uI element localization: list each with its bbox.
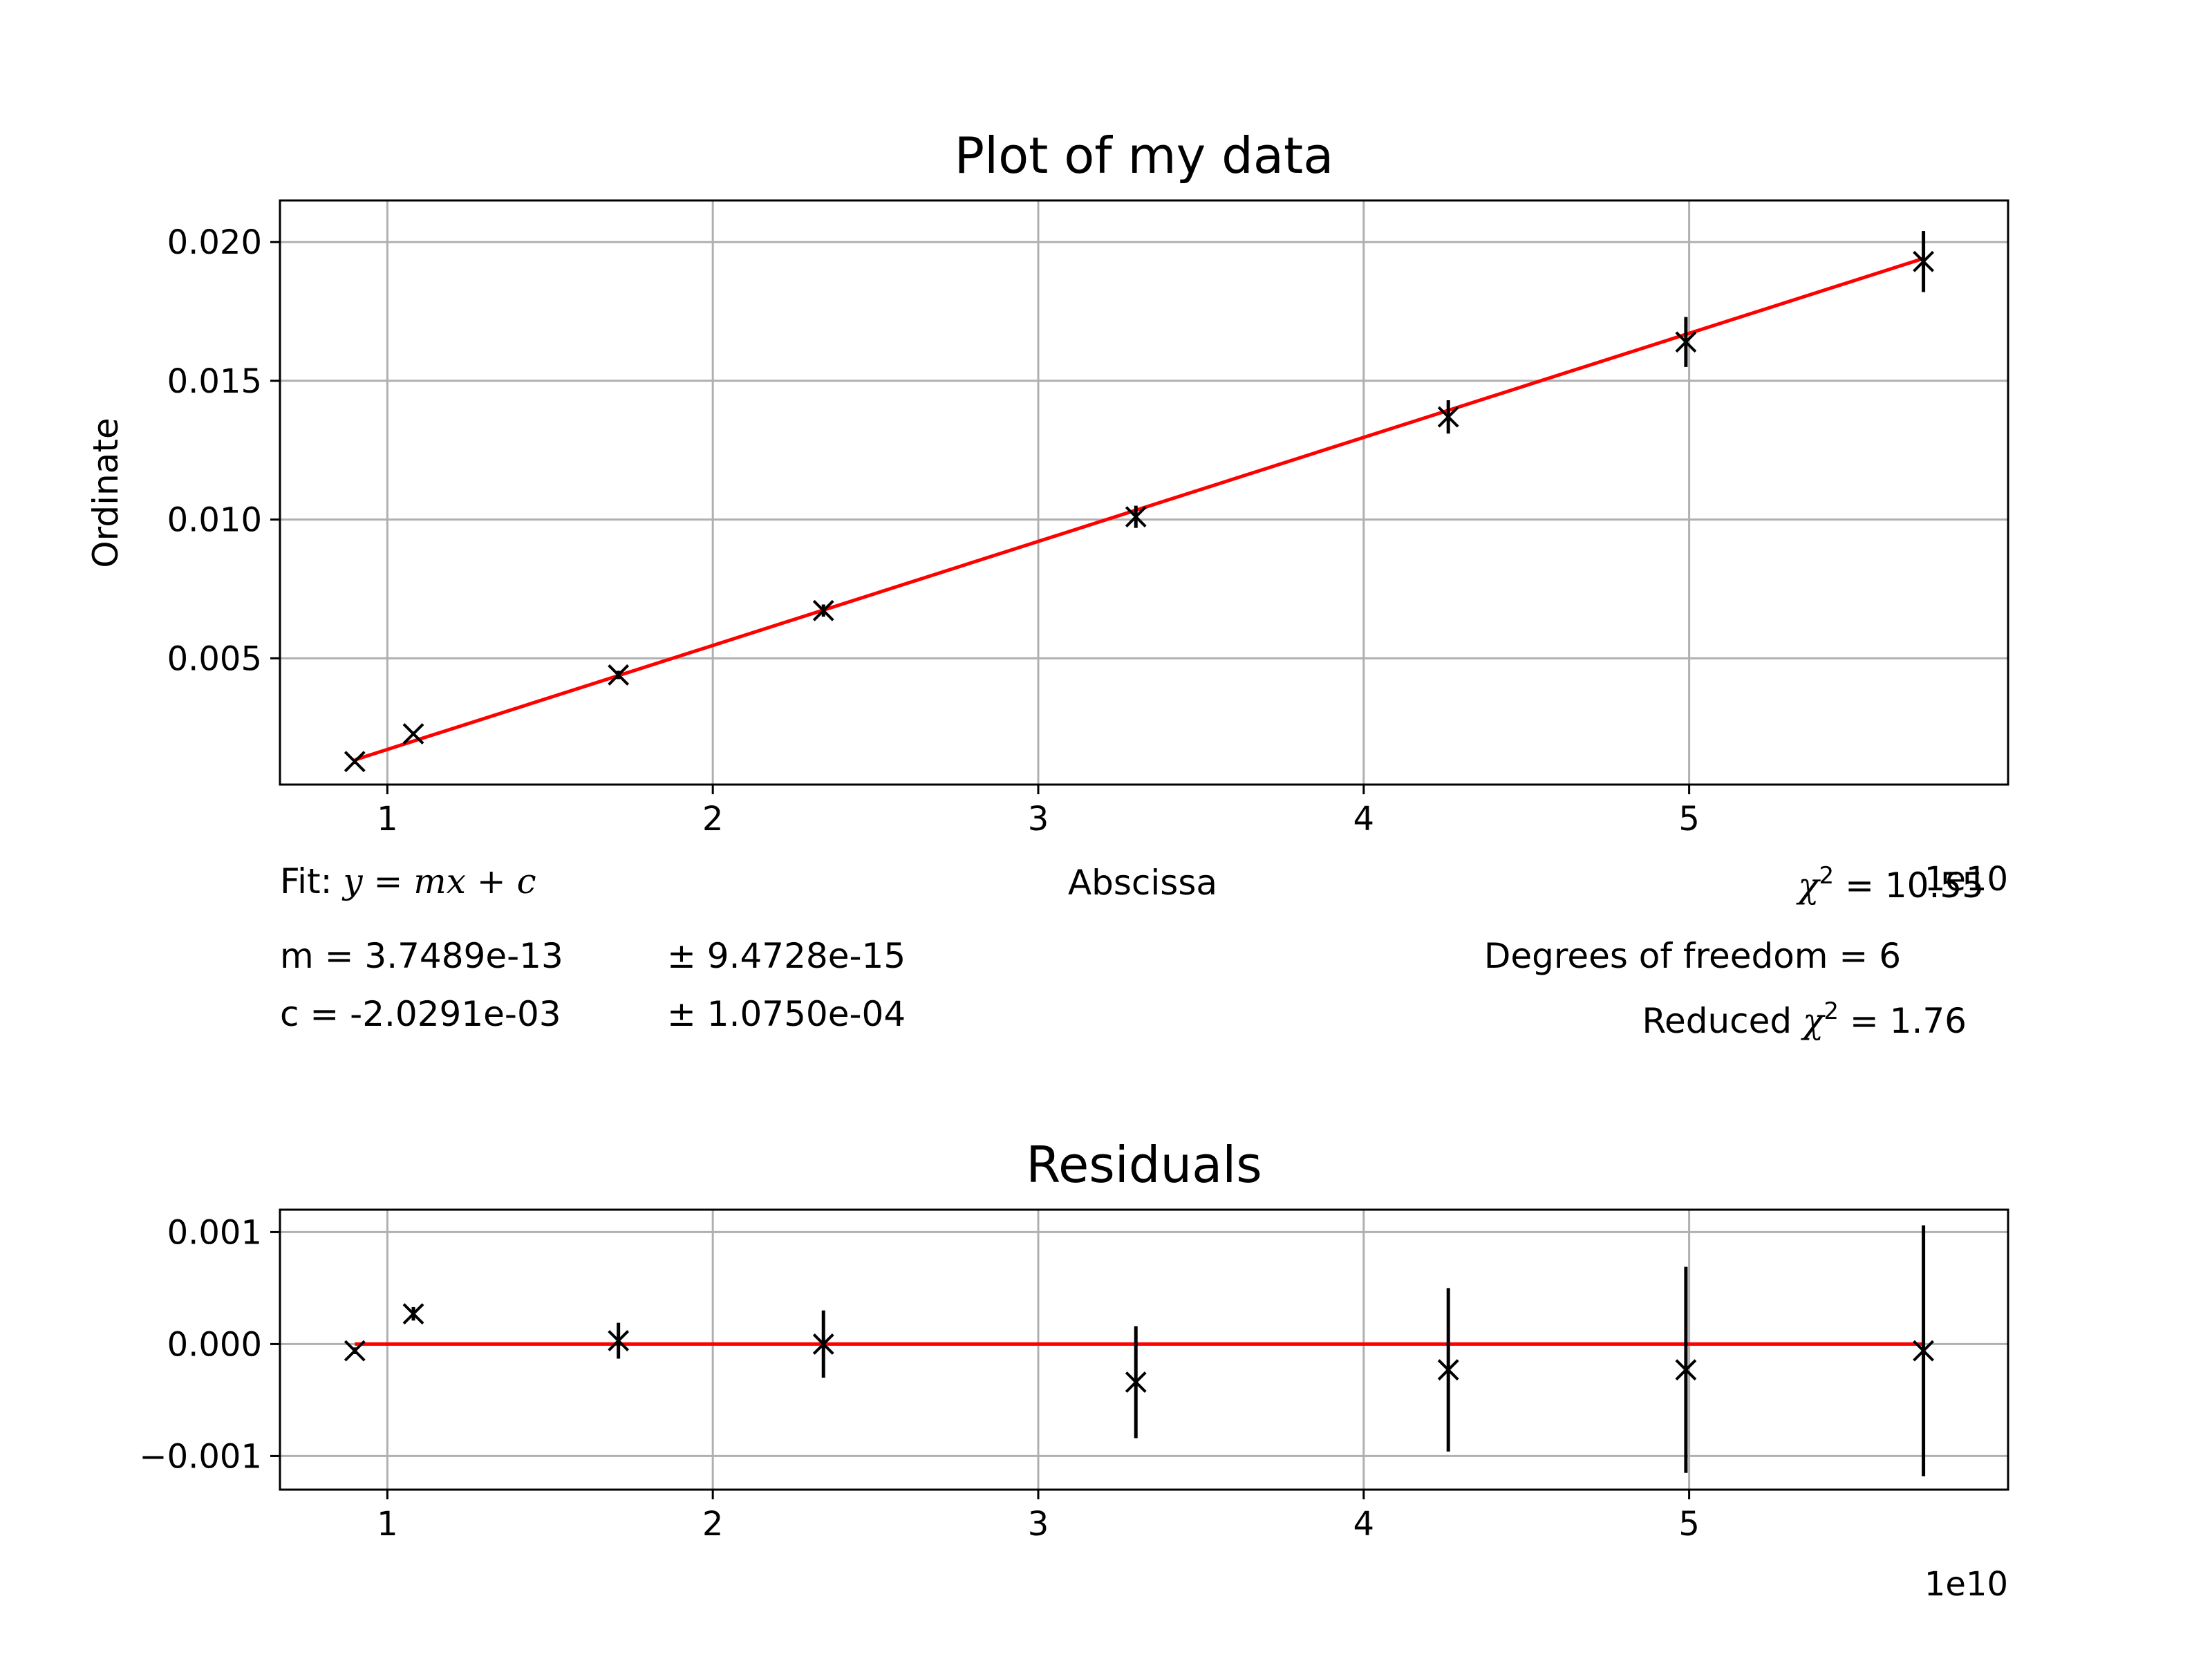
- main-y-axis-label: Ordinate: [86, 418, 126, 568]
- main-data-point: [1913, 250, 1935, 272]
- residuals-y-ticks: −0.001 0.000 0.001: [139, 1213, 280, 1476]
- main-y-tick-label: 0.005: [167, 639, 262, 678]
- residuals-marker-stroke: [812, 1333, 834, 1355]
- residuals-data-point: [344, 1340, 366, 1362]
- residuals-y-tick-label: −0.001: [139, 1437, 262, 1476]
- chi-squared-value: = 10.55: [1834, 865, 1984, 906]
- residuals-y-tick-label: 0.000: [167, 1325, 262, 1364]
- intercept-value-text: c = -2.0291e-03: [280, 994, 561, 1034]
- main-data-point: [608, 664, 630, 686]
- reduced-chi-squared-value: = 1.76: [1839, 1001, 1967, 1041]
- main-marker-stroke: [344, 751, 366, 773]
- residuals-plot-title: Residuals: [1026, 1136, 1262, 1194]
- residuals-x-offset-text: 1e10: [1924, 1565, 2008, 1604]
- main-x-tick-label: 5: [1678, 800, 1700, 838]
- residuals-x-tick-label: 5: [1678, 1505, 1700, 1544]
- main-markers: [344, 250, 1935, 773]
- main-marker-stroke: [402, 723, 424, 744]
- main-x-tick-label: 2: [702, 800, 724, 838]
- residuals-data-point: [812, 1333, 834, 1355]
- residuals-y-tick-label: 0.001: [167, 1213, 262, 1252]
- residuals-marker-stroke: [1913, 1340, 1935, 1362]
- main-grid: [280, 200, 2008, 785]
- main-plot: 1 2 3 4 5 0.005 0.010 0.015 0.020 Plot of my da…: [86, 126, 2009, 1041]
- residuals-marker-stroke: [1437, 1359, 1459, 1381]
- main-y-ticks: 0.005 0.010 0.015 0.020: [167, 223, 280, 678]
- residuals-data-point: [1913, 1340, 1935, 1362]
- main-marker-stroke: [812, 599, 834, 621]
- fit-equation-text: Fit: y = mx + c: [280, 861, 536, 901]
- residuals-x-tick-label: 4: [1353, 1505, 1375, 1544]
- intercept-error-text: ± 1.0750e-04: [667, 994, 906, 1034]
- residuals-data-point: [1125, 1371, 1147, 1393]
- main-x-axis-label: Abscissa: [1068, 863, 1217, 903]
- residuals-x-tick-label: 1: [377, 1505, 398, 1544]
- residuals-data-point: [402, 1303, 424, 1325]
- fit-label: Fit:: [280, 861, 343, 901]
- residuals-x-ticks: 1 2 3 4 5: [377, 1490, 1700, 1544]
- main-data-point: [1437, 406, 1459, 428]
- reduced-chi-squared-text: Reduced χ2 = 1.76: [1642, 997, 1967, 1041]
- main-x-ticks: 1 2 3 4 5: [377, 785, 1700, 838]
- slope-error-text: ± 9.4728e-15: [667, 936, 906, 976]
- main-marker-stroke: [608, 664, 630, 686]
- main-marker-stroke: [1675, 331, 1697, 353]
- fit-equation: y = mx + c: [341, 861, 536, 901]
- slope-value-text: m = 3.7489e-13: [280, 936, 563, 976]
- chi-exponent: 2: [1819, 862, 1835, 890]
- residuals-x-tick-label: 2: [702, 1505, 724, 1544]
- main-plot-frame: [279, 199, 2009, 786]
- main-marker-stroke: [1913, 250, 1935, 272]
- main-data-point: [344, 751, 366, 773]
- residuals-data-point: [1437, 1359, 1459, 1381]
- main-x-offset-text: 1e10: [1924, 860, 2008, 899]
- main-data-point: [1675, 331, 1697, 353]
- residuals-marker-stroke: [344, 1340, 366, 1362]
- residuals-marker-stroke: [1125, 1371, 1147, 1393]
- residuals-x-tick-label: 3: [1028, 1505, 1049, 1544]
- main-x-tick-label: 3: [1028, 800, 1049, 838]
- main-y-tick-label: 0.020: [167, 223, 262, 262]
- main-x-tick-label: 1: [377, 800, 398, 838]
- main-marker-stroke: [1437, 406, 1459, 428]
- main-x-tick-label: 4: [1353, 800, 1375, 838]
- residuals-data-point: [608, 1330, 630, 1351]
- reduced-chi-symbol: χ: [1801, 1001, 1826, 1041]
- main-data-point: [812, 599, 834, 621]
- residuals-plot-frame: [279, 1208, 2009, 1491]
- residuals-markers: [344, 1303, 1935, 1393]
- residuals-data-point: [1675, 1359, 1697, 1381]
- residuals-plot-content: [344, 1225, 1935, 1477]
- main-y-tick-label: 0.010: [167, 501, 262, 540]
- reduced-prefix: Reduced: [1642, 1001, 1803, 1041]
- main-data-point: [402, 723, 424, 744]
- main-marker-stroke: [1125, 506, 1147, 528]
- main-plot-title: Plot of my data: [955, 126, 1334, 185]
- residuals-marker-stroke: [608, 1330, 630, 1351]
- residuals-marker-stroke: [402, 1303, 424, 1325]
- residuals-marker-stroke: [1675, 1359, 1697, 1381]
- main-data-point: [1125, 506, 1147, 528]
- main-y-tick-label: 0.015: [167, 362, 262, 401]
- chi-symbol: χ: [1796, 865, 1821, 906]
- residuals-plot: 1 2 3 4 5 −0.001 0.000 0.001 Residuals 1e10: [139, 1136, 2009, 1604]
- main-plot-content: [344, 231, 1935, 773]
- chi-squared-text: χ2 = 10.55: [1796, 862, 1984, 906]
- degrees-of-freedom-text: Degrees of freedom = 6: [1484, 936, 1901, 976]
- reduced-chi-exponent: 2: [1824, 997, 1839, 1025]
